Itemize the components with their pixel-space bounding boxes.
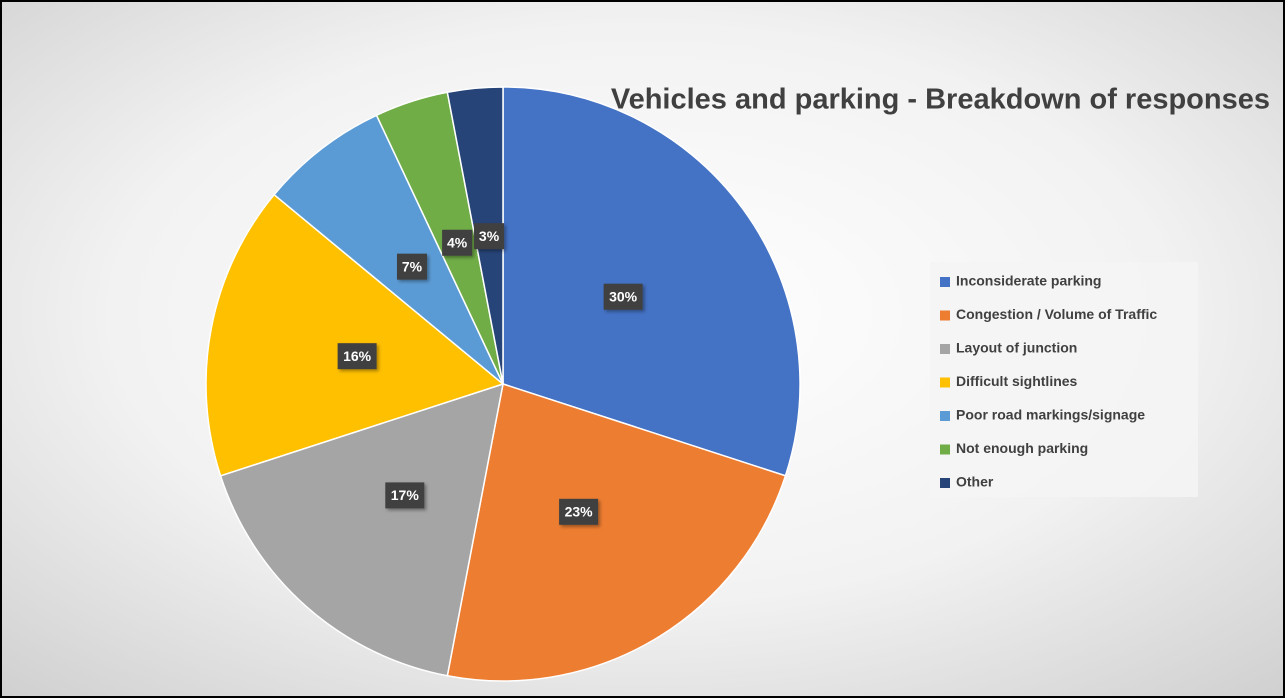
legend-label: Layout of junction: [956, 340, 1077, 356]
label-box: [603, 283, 643, 310]
data-label: 4%: [447, 234, 468, 250]
legend-swatch: [940, 277, 950, 287]
pie-slice: [273, 114, 504, 385]
pie-slice: [446, 383, 787, 682]
legend-swatch: [940, 444, 950, 455]
legend-label: Poor road markings/signage: [956, 407, 1145, 423]
label-box: [385, 482, 425, 509]
data-label: 16%: [343, 348, 372, 364]
legend-swatch: [940, 377, 950, 388]
legend-label: Not enough parking: [956, 440, 1088, 456]
data-label: 23%: [565, 504, 594, 520]
pie-slice: [219, 382, 504, 677]
label-box: [559, 498, 599, 525]
data-label: 7%: [402, 258, 423, 274]
label-box: [474, 223, 505, 250]
pie-slice: [502, 86, 801, 477]
pie-slice: [205, 193, 505, 477]
legend-swatch: [940, 478, 950, 488]
legend-label: Difficult sightlines: [956, 373, 1078, 389]
label-box: [337, 343, 377, 370]
legend-swatch: [940, 310, 950, 321]
legend-box: [930, 262, 1198, 497]
label-box: [396, 253, 427, 280]
label-box: [442, 229, 473, 256]
data-label: 3%: [479, 228, 500, 244]
legend-swatch: [940, 411, 950, 421]
legend-swatch: [940, 344, 950, 354]
legend-label: Congestion / Volume of Traffic: [956, 306, 1157, 322]
data-label: 30%: [609, 288, 638, 304]
legend-label: Inconsiderate parking: [956, 273, 1101, 289]
legend-label: Other: [956, 474, 994, 490]
data-label: 17%: [391, 487, 420, 503]
chart-title: Vehicles and parking - Breakdown of resp…: [611, 84, 1270, 116]
